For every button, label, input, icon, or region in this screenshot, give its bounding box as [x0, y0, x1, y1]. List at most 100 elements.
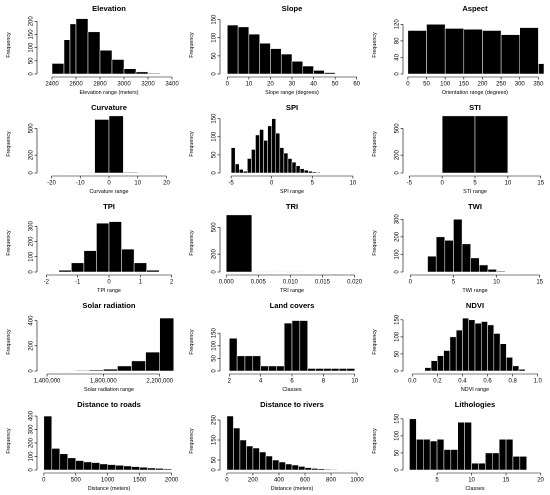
- chart-title: Distance to roads: [77, 400, 141, 409]
- y-tick-label: 0: [29, 468, 35, 472]
- bar: [91, 462, 100, 471]
- x-tick-label: 800: [326, 478, 337, 484]
- y-axis-label: Frequency: [189, 32, 195, 58]
- bar: [239, 439, 247, 471]
- histogram-twi: TWI 0 5 10 15 0 100 200 300 TWI range Frequency: [366, 198, 549, 297]
- x-axis-label: Distance (meters): [88, 486, 131, 492]
- y-tick-label: 200: [29, 149, 35, 160]
- bar: [146, 269, 160, 273]
- x-axis-label: Classes: [282, 387, 301, 393]
- bar: [268, 365, 277, 372]
- bar: [487, 269, 497, 273]
- y-axis-label: Frequency: [189, 329, 195, 355]
- histogram-distance-to-roads: Distance to roads 0 500 1000 1500 2000 0 100 200…: [0, 396, 183, 495]
- x-tick-label: 0.000: [219, 280, 235, 286]
- y-axis-label: Frequency: [372, 230, 378, 256]
- x-axis-label: Elevation range (meters): [79, 90, 138, 96]
- y-tick-label: 100: [212, 32, 218, 43]
- bar: [87, 31, 101, 75]
- chart-title: SPI: [286, 103, 298, 112]
- x-tick-label: 10: [351, 379, 358, 385]
- y-tick-label: 400: [29, 410, 35, 421]
- bar: [323, 368, 332, 372]
- bar: [147, 72, 161, 75]
- x-tick-label: 0.6: [483, 379, 492, 385]
- y-tick-label: 300: [395, 214, 401, 225]
- y-tick-label: 150: [395, 413, 401, 424]
- bar: [237, 26, 250, 75]
- bar: [478, 462, 486, 471]
- x-tick-label: 5: [452, 280, 456, 286]
- bar: [83, 250, 97, 273]
- y-tick-label: 150: [395, 314, 401, 325]
- x-tick-label: 10: [246, 82, 253, 88]
- histogram-tri: TRI 0.000 0.005 0.010 0.015 0.020 0 200 500 TRI r…: [183, 198, 366, 297]
- bar: [317, 468, 325, 471]
- y-tick-label: 100: [29, 451, 35, 462]
- y-tick-label: 200: [395, 231, 401, 242]
- bar: [123, 172, 139, 174]
- x-tick-label: 0: [270, 181, 274, 187]
- x-tick-label: 0.8: [508, 379, 517, 385]
- x-tick-label: 8: [322, 379, 326, 385]
- x-tick-label: 1.0: [534, 379, 543, 385]
- x-tick-label: 350: [533, 82, 544, 88]
- bar: [338, 368, 348, 372]
- bar: [96, 222, 110, 273]
- bar: [427, 255, 437, 273]
- bar: [498, 439, 507, 471]
- bar: [51, 448, 61, 471]
- x-tick-label: 2800: [93, 82, 107, 88]
- histogram-slope: Slope 0 10 20 30 40 50 60 0 50 100 150 Slope range (…: [183, 0, 366, 99]
- y-axis-label: Frequency: [189, 230, 195, 256]
- y-tick-label: 100: [212, 131, 218, 142]
- bar: [409, 418, 417, 471]
- bar: [265, 455, 273, 471]
- histogram-sti-svg: STI -5 0 5 10 15 0 200 500 STI range Frequency: [372, 103, 545, 195]
- bar: [496, 270, 506, 273]
- y-tick-label: 50: [395, 449, 401, 456]
- x-tick-label: 0: [225, 478, 229, 484]
- bar: [455, 329, 463, 372]
- bar: [259, 129, 264, 174]
- histogram-tri-svg: TRI 0.000 0.005 0.010 0.015 0.020 0 200 500 TRI r…: [189, 202, 363, 294]
- x-tick-label: 15: [537, 181, 544, 187]
- bar: [291, 320, 301, 372]
- y-axis-label: Frequency: [6, 32, 12, 58]
- x-axis-label: STI range: [463, 189, 487, 195]
- x-tick-label: 20: [163, 181, 170, 187]
- y-tick-label: 0: [395, 468, 401, 472]
- histogram-ndvi-svg: NDVI 0.0 0.2 0.4 0.6 0.8 1.0 0 50 100 150 NDVI rang…: [372, 301, 543, 393]
- bar: [506, 357, 513, 372]
- bar: [437, 355, 444, 372]
- y-tick-label: 100: [212, 340, 218, 351]
- bar: [324, 468, 332, 471]
- bar: [435, 236, 446, 273]
- y-tick-label: 200: [29, 236, 35, 247]
- bar: [280, 53, 293, 75]
- bar: [518, 369, 526, 372]
- x-tick-label: 0.005: [251, 280, 267, 286]
- chart-title: TRI: [286, 202, 298, 211]
- bar: [291, 61, 304, 75]
- y-tick-label: 0: [395, 171, 401, 175]
- x-tick-label: 5: [435, 478, 439, 484]
- bar: [145, 351, 160, 372]
- y-tick-label: 0: [395, 270, 401, 274]
- histogram-ndvi: NDVI 0.0 0.2 0.4 0.6 0.8 1.0 0 50 100 150 NDVI rang…: [366, 297, 549, 396]
- x-tick-label: 400: [274, 478, 285, 484]
- y-tick-label: 200: [395, 149, 401, 160]
- x-tick-label: 15: [536, 280, 543, 286]
- bar: [243, 170, 248, 174]
- bar: [278, 461, 286, 471]
- chart-title: STI: [469, 103, 481, 112]
- histogram-elevation-svg: Elevation 2400 2600 2800 3000 3200 3400 0 50 100 1…: [6, 4, 179, 96]
- bar: [500, 34, 521, 75]
- y-tick-label: 50: [395, 350, 401, 357]
- y-tick-label: 250: [212, 414, 218, 425]
- histogram-solar-radiation-svg: Solar radiation 1,400,000 1,800,000 2,200,0…: [6, 301, 175, 393]
- x-tick-label: 0: [409, 280, 413, 286]
- y-axis-label: Frequency: [6, 428, 12, 454]
- bar: [330, 368, 340, 372]
